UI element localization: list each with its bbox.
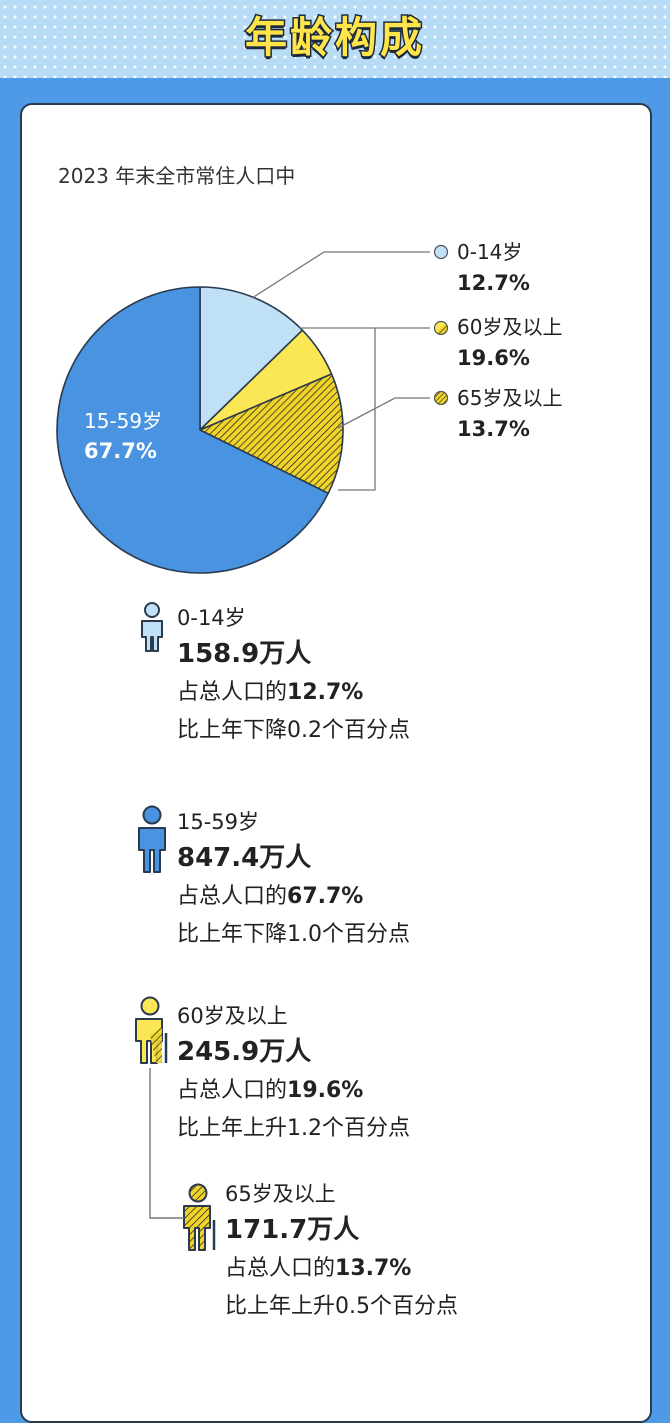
stat-age: 15-59岁 [177,810,260,834]
stat-block-15-59: 15-59岁 847.4万人 占总人口的67.7% 比上年下降1.0个百分点 [177,806,410,954]
stat-count: 245.9万人 [177,1037,312,1067]
intro-text: 2023 年末全市常住人口中 [58,164,296,188]
stat-change: 比上年下降1.0个百分点 [177,922,410,947]
pie-slice-15-59 [56,286,330,574]
legend-marker-65plus [433,390,449,406]
senior-person-icon [183,1183,216,1251]
pie-label-pct: 67.7% [84,439,157,463]
legend-marker-60plus [433,320,449,336]
stat-block-0-14: 0-14岁 158.9万人 占总人口的12.7% 比上年下降0.2个百分点 [177,602,410,750]
legend-entry-65plus: 65岁及以上 13.7% [457,383,562,445]
stat-share: 占总人口的13.7% [225,1256,412,1281]
legend-label: 65岁及以上 [457,386,563,410]
connector-line [149,1068,184,1219]
pie-label-15-59: 15-59岁 67.7% [84,406,162,466]
pie-label-age: 15-59岁 [84,409,163,433]
stat-change: 比上年上升0.5个百分点 [225,1294,458,1319]
stat-count: 171.7万人 [225,1215,360,1245]
stat-age: 65岁及以上 [225,1182,336,1206]
legend-entry-0-14: 0-14岁 12.7% [457,237,530,299]
stat-share: 占总人口的12.7% [177,680,364,705]
page-title: 年龄构成 [243,12,425,64]
leader-line-0-14 [251,251,430,299]
header-band [0,0,670,78]
stat-change: 比上年上升1.2个百分点 [177,1116,410,1141]
stat-block-65plus: 65岁及以上 171.7万人 占总人口的13.7% 比上年上升0.5个百分点 [225,1178,458,1326]
legend-entry-60plus: 60岁及以上 19.6% [457,312,562,374]
stat-change: 比上年下降0.2个百分点 [177,718,410,743]
pie-slice-65plus [199,373,344,495]
stat-count: 847.4万人 [177,843,312,873]
child-person-icon [141,602,163,652]
legend-pct: 13.7% [457,417,530,441]
stat-block-60plus: 60岁及以上 245.9万人 占总人口的19.6% 比上年上升1.2个百分点 [177,1000,410,1148]
adult-person-icon [138,805,166,873]
stat-share: 占总人口的67.7% [177,884,364,909]
legend-pct: 19.6% [457,346,530,370]
leader-line-65plus [337,397,430,429]
elder-person-icon [135,996,168,1064]
stat-age: 60岁及以上 [177,1004,288,1028]
stat-share: 占总人口的19.6% [177,1078,364,1103]
stat-count: 158.9万人 [177,639,312,669]
legend-pct: 12.7% [457,271,530,295]
pie-slice-0-14 [199,286,304,431]
pie-chart [56,244,449,574]
legend-marker-0-14 [433,244,449,260]
legend-label: 0-14岁 [457,240,523,264]
stat-age: 0-14岁 [177,606,246,630]
legend-label: 60岁及以上 [457,315,563,339]
